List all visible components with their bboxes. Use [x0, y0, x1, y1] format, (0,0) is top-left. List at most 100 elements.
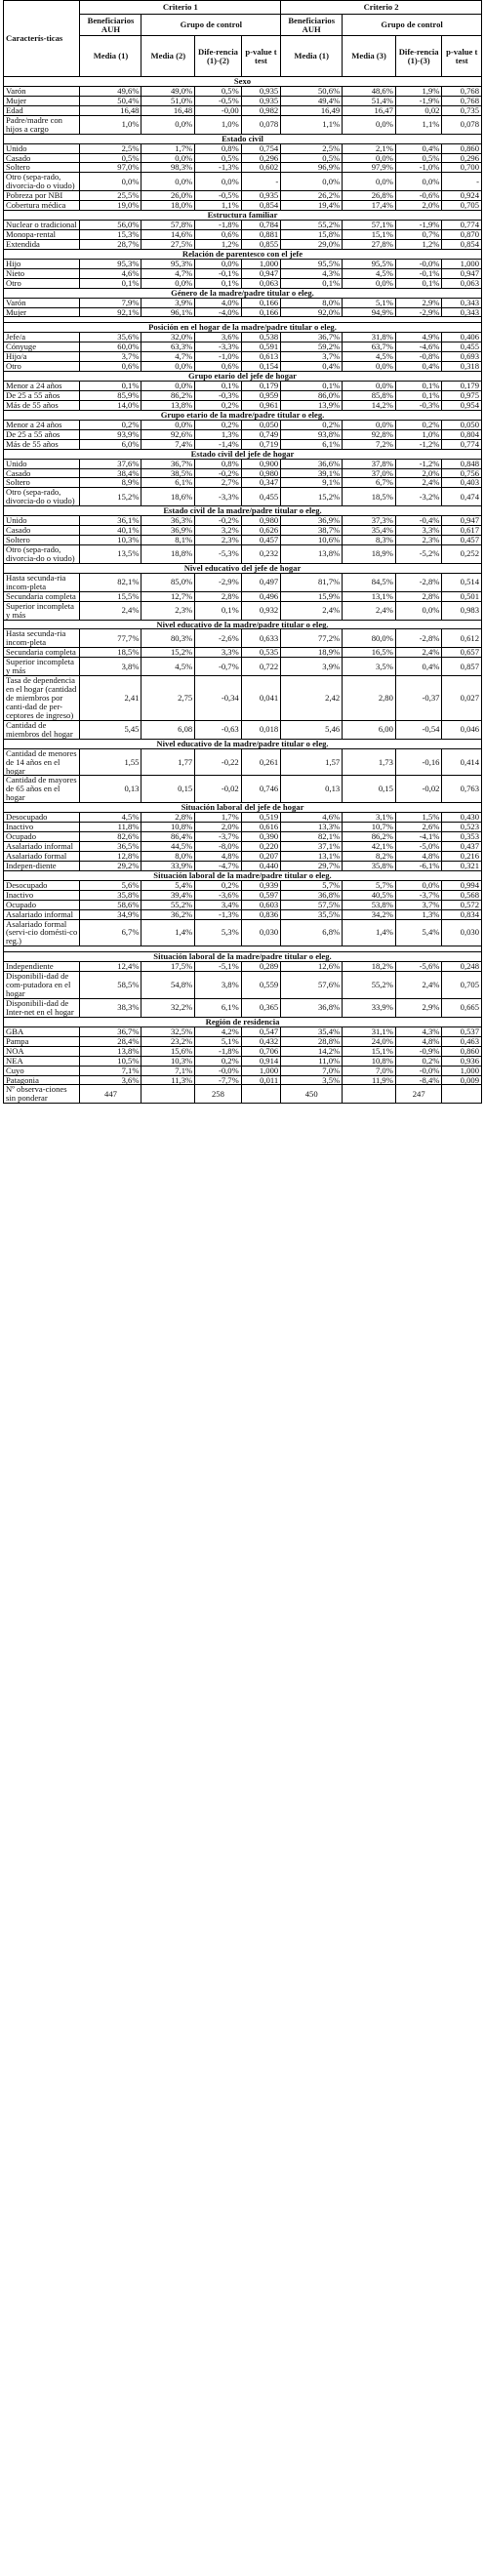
table-cell: 0,5%	[194, 152, 242, 164]
section-header-row: Situación laboral del jefe de hogar	[3, 802, 482, 814]
table-cell: 35,6%	[79, 332, 142, 343]
table-cell: 57,8%	[141, 220, 196, 230]
table-cell: 0,947	[240, 267, 282, 279]
table-cell: -0,0%	[394, 1065, 443, 1076]
table-cell: 0,705	[441, 971, 482, 999]
table-cell: 0,2%	[194, 399, 242, 411]
table-cell: 56,0%	[79, 220, 142, 230]
section-header-row: Estado civil del jefe de hogar	[3, 448, 482, 460]
row-label: NEA	[2, 1055, 81, 1067]
spacer-cell	[3, 946, 482, 953]
table-cell: 0,018	[240, 719, 282, 740]
table-cell: 0,432	[240, 1035, 282, 1047]
table-cell: 0,975	[441, 390, 482, 401]
table-row: Edad 16,48 16,48 -0,00 0,982 16,49 16,47 0,02 0,…	[2, 104, 482, 116]
column-header: Dife-rencia (1)-(3)	[394, 35, 443, 77]
table-cell: 0,390	[240, 831, 282, 842]
table-cell: 0,746	[240, 775, 282, 804]
table-cell: 0,154	[240, 361, 282, 373]
table-cell: 3,5%	[280, 1074, 344, 1086]
column-header: p-value t test	[441, 35, 482, 77]
row-label: Otro	[2, 277, 81, 289]
table-cell: 42,1%	[342, 841, 396, 852]
table-row: Asalariado formal 12,8% 8,0% 4,8% 0,207 13,1%…	[2, 850, 482, 862]
table-cell: 0,914	[240, 1055, 282, 1067]
table-cell: 12,6%	[280, 961, 344, 973]
row-label: Asalariado informal	[2, 908, 81, 920]
table-cell: 0,0%	[394, 879, 443, 891]
table-cell: 0,8%	[194, 458, 242, 469]
table-cell: 92,1%	[79, 306, 142, 318]
table-cell: 18,9%	[342, 544, 396, 564]
table-cell: 0,0%	[342, 419, 396, 430]
table-cell: 36,8%	[280, 889, 344, 901]
table-row: Unido 36,1% 36,3% -0,2% 0,980 36,9% 37,3% -0,4%…	[2, 515, 482, 527]
table-cell: 33,9%	[342, 998, 396, 1018]
table-cell: 81,7%	[280, 572, 344, 592]
section-header-row: Estructura familiar	[3, 210, 482, 221]
table-cell: 1,000	[240, 1065, 282, 1076]
table-cell: -0,0%	[194, 1065, 242, 1076]
table-cell: -1,3%	[194, 908, 242, 920]
table-row: Superior incompleta y más 2,4% 2,3% 0,1% 0,9…	[2, 600, 482, 621]
table-cell: -0,7%	[194, 657, 242, 677]
table-cell: 0,768	[441, 95, 482, 106]
table-cell: 85,8%	[342, 390, 396, 401]
table-cell: 0,321	[441, 860, 482, 871]
row-label: Casado	[2, 467, 81, 479]
table-cell: 38,7%	[280, 525, 344, 537]
table-cell: 28,8%	[280, 1035, 344, 1047]
table-cell: 0,855	[240, 238, 282, 250]
section-title: Sexo	[3, 76, 482, 87]
table-cell: 0,457	[441, 535, 482, 545]
table-cell: 4,7%	[141, 267, 196, 279]
table-cell: 1,2%	[394, 238, 443, 250]
table-row: Pobreza por NBI 25,5% 26,0% -0,5% 0,935 26,2%…	[2, 190, 482, 202]
table-cell: 12,8%	[79, 850, 142, 862]
table-cell: 0,046	[441, 719, 482, 740]
table-cell: 0,050	[441, 419, 482, 430]
row-label: Nuclear o tradicional	[2, 220, 81, 230]
table-cell: 0,430	[441, 812, 482, 824]
table-cell: 0,343	[441, 297, 482, 308]
table-cell: 0,440	[240, 860, 282, 871]
table-row: Otro 0,1% 0,0% 0,1% 0,063 0,1% 0,0% 0,1% 0,063	[2, 277, 482, 289]
table-cell: 0,232	[240, 544, 282, 564]
table-cell: -2,9%	[394, 306, 443, 318]
table-cell: 0,0%	[141, 152, 196, 164]
table-cell: 8,1%	[141, 535, 196, 545]
row-label: Cantidad de miembros del hogar	[2, 719, 81, 740]
table-cell: 0,2%	[194, 879, 242, 891]
table-cell: 0,041	[240, 675, 282, 721]
section-header-row: Grupo etario del jefe de hogar	[3, 371, 482, 382]
section-header-row: Género de la madre/padre titular o eleg.	[3, 287, 482, 299]
table-cell: 0,0%	[141, 114, 196, 135]
table-cell: 7,2%	[342, 438, 396, 450]
section-header-row: Relación de parentesco con el jefe	[3, 248, 482, 260]
table-cell: -1,2%	[394, 458, 443, 469]
table-cell: 93,9%	[79, 428, 142, 440]
section-title: Estructura familiar	[3, 210, 482, 221]
table-row: Tasa de dependencia en el hogar (cantida…	[2, 675, 482, 721]
auh-group-header: Beneficiarios AUH	[79, 14, 142, 36]
table-row: Mujer 50,4% 51,0% -0,5% 0,935 49,4% 51,4% -1,9%…	[2, 95, 482, 106]
column-header: Dife-rencia (1)-(2)	[194, 35, 242, 77]
table-row: Cónyuge 60,0% 63,3% -3,3% 0,591 59,2% 63,7% -4,…	[2, 342, 482, 353]
row-label: Otro (sepa-rado, divorcia-do o viudo)	[2, 172, 81, 192]
table-row: Jefe/a 35,6% 32,0% 3,6% 0,538 36,7% 31,8% 4,9% 0…	[2, 332, 482, 343]
table-cell: 53,8%	[342, 899, 396, 910]
table-cell: 1,1%	[194, 200, 242, 212]
table-cell: 2,0%	[394, 467, 443, 479]
table-cell: 12,4%	[79, 961, 142, 973]
table-cell: 0,854	[441, 238, 482, 250]
table-row: Cuyo 7,1% 7,1% -0,0% 1,000 7,0% 7,0% -0,0% 1,000	[2, 1065, 482, 1076]
table-cell: 15,2%	[141, 647, 196, 659]
table-cell: 0,1%	[394, 381, 443, 391]
table-cell: 0,437	[441, 841, 482, 852]
table-cell: 16,5%	[342, 647, 396, 659]
row-label: Otro (sepa-rado, divorcia-do o viudo)	[2, 487, 81, 507]
table-cell: 13,1%	[280, 850, 344, 862]
table-cell: 0,501	[441, 590, 482, 602]
table-cell: 0,602	[240, 162, 282, 174]
table-row: Soltero 10,3% 8,1% 2,3% 0,457 10,6% 8,3% 2,3% 0,…	[2, 535, 482, 545]
